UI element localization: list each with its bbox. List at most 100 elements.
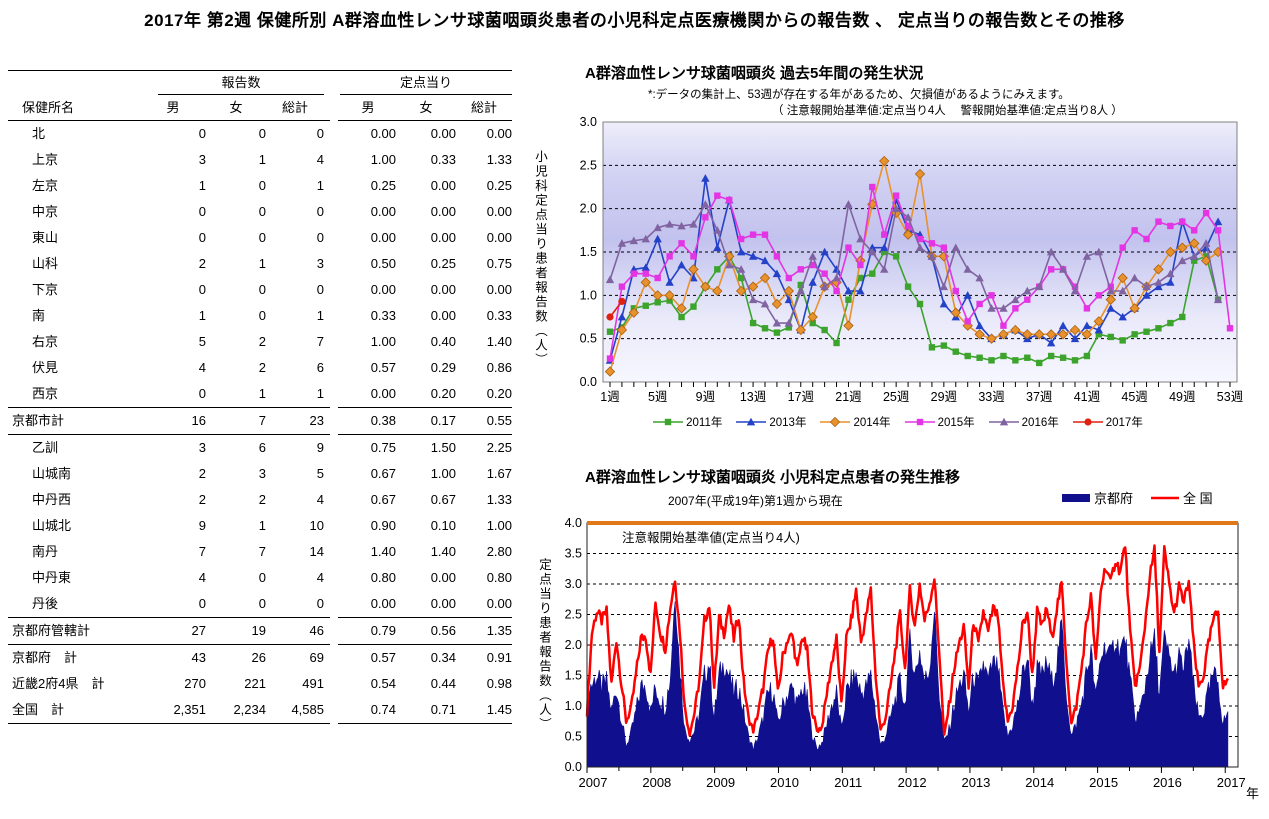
table-cell: 7 [258,413,266,428]
table-cell: 0.79 [370,623,396,638]
table-cell: 5 [198,334,206,349]
table-row: 山城北 9 1 10 0.90 0.10 1.00 [8,513,512,539]
table-cell: 69 [309,650,324,665]
table-cell: 4 [198,360,206,375]
table-cell: 7 [198,544,206,559]
table-cell: 0.29 [430,360,456,375]
table-cell: 0.00 [370,204,396,219]
table-cell: 26 [251,650,266,665]
svg-text:41週: 41週 [1074,390,1101,404]
table-section-rule [8,434,512,435]
table-cell: 4 [316,152,324,167]
table-cell: 0.00 [430,308,456,323]
table-cell: 2.25 [486,440,512,455]
table-cell: 1 [316,386,324,401]
table-cell: 0.91 [486,650,512,665]
national-legend-label: 全 国 [1183,491,1213,506]
column-header-female-rate: 女 [419,100,433,115]
page-title: 2017年 第2週 保健所別 A群溶血性レンサ球菌咽頭炎患者の小児科定点医療機関… [144,11,1125,30]
table-row: 南 1 0 1 0.33 0.00 0.33 [8,303,512,329]
health-center-name: 西京 [32,386,59,401]
table-group-header-row: 報告数 定点当り [8,71,512,95]
table-cell: 0 [316,230,324,245]
table-cell: 1.00 [486,518,512,533]
table-cell: 0.20 [430,386,456,401]
table-cell: 0.67 [370,466,396,481]
health-center-name: 丹後 [32,596,59,611]
svg-text:3.5: 3.5 [565,547,582,561]
svg-text:4.0: 4.0 [565,516,582,530]
table-cell: 0 [198,126,206,141]
table-cell: 0.67 [430,492,456,507]
legend-item: 2016年 [988,414,1059,430]
svg-text:2007: 2007 [579,775,608,790]
table-cell: 4 [316,570,324,585]
table-cell: 0 [198,282,206,297]
table-row: 西京 0 1 1 0.00 0.20 0.20 [8,381,512,407]
svg-text:2013: 2013 [961,775,990,790]
table-cell: 0.00 [370,126,396,141]
table-cell: 0.75 [370,440,396,455]
table-cell: 0 [316,596,324,611]
svg-text:1週: 1週 [600,390,620,404]
svg-text:1.5: 1.5 [580,245,597,259]
legend-marker-square [653,418,684,426]
health-center-name: 伏見 [32,360,59,375]
table-cell: 0.90 [370,518,396,533]
table-cell: 0.00 [430,282,456,297]
svg-text:2015: 2015 [1089,775,1118,790]
table-cell: 0.33 [486,308,512,323]
svg-text:2.0: 2.0 [580,202,597,216]
svg-text:2010: 2010 [770,775,799,790]
table-cell: 0.54 [370,676,396,691]
table-cell: 2 [198,256,206,271]
table-row: 乙訓 3 6 9 0.75 1.50 2.25 [8,435,512,461]
legend-item: 2014年 [820,414,891,430]
table-cell: 2 [258,492,266,507]
trend-chart-subtitle: 2007年(平成19年)第1週から現在 [668,494,843,508]
table-row: 京都府管轄計 27 19 46 0.79 0.56 1.35 [8,618,512,644]
table-row: 近畿2府4県 計 270 221 491 0.54 0.44 0.98 [8,671,512,697]
table-row: 京都市計 16 7 23 0.38 0.17 0.55 [8,408,512,434]
table-cell: 1.35 [486,623,512,638]
weekly-chart-title: A群溶血性レンサ球菌咽頭炎 過去5年間の発生状況 [585,65,924,82]
svg-text:1.0: 1.0 [565,699,582,713]
table-cell: 0.00 [430,126,456,141]
table-cell: 2 [258,360,266,375]
table-cell: 0.56 [430,623,456,638]
health-center-name: 中京 [32,204,59,219]
svg-text:0.5: 0.5 [565,730,582,744]
table-cell: 1 [316,308,324,323]
table-cell: 1.00 [370,334,396,349]
trend-chart-legend: 京都府 全 国 [1062,488,1231,507]
table-section-rule [8,644,512,645]
table-cell: 0.00 [430,204,456,219]
table-cell: 1.50 [430,440,456,455]
trend-chart-title: A群溶血性レンサ球菌咽頭炎 小児科定点患者の発生推移 [585,469,961,486]
table-section-rule [8,723,512,724]
legend-label: 2011年 [686,417,723,429]
column-header-total-count: 総計 [281,100,308,115]
health-center-name: 山科 [32,256,59,271]
table-cell: 0.33 [370,308,396,323]
svg-text:3.0: 3.0 [565,577,582,591]
table-top-rule [8,70,512,71]
svg-text:49週: 49週 [1169,390,1196,404]
table-cell: 0.00 [370,282,396,297]
table-cell: 23 [309,413,324,428]
column-header-male-rate: 男 [361,100,375,115]
table-cell: 0.38 [370,413,396,428]
table-cell: 46 [309,623,324,638]
table-cell: 1 [198,178,206,193]
column-header-male-count: 男 [166,100,180,115]
svg-text:33週: 33週 [978,390,1005,404]
table-cell: 0 [198,204,206,219]
table-cell: 9 [198,518,206,533]
table-cell: 19 [251,623,266,638]
table-row: 東山 0 0 0 0.00 0.00 0.00 [8,225,512,251]
table-cell: 3 [258,466,266,481]
table-column-header-row: 保健所名 男 女 総計 男 女 総計 [8,95,512,120]
svg-text:1.0: 1.0 [580,288,597,302]
table-cell: 0 [316,282,324,297]
table-cell: 0 [316,204,324,219]
